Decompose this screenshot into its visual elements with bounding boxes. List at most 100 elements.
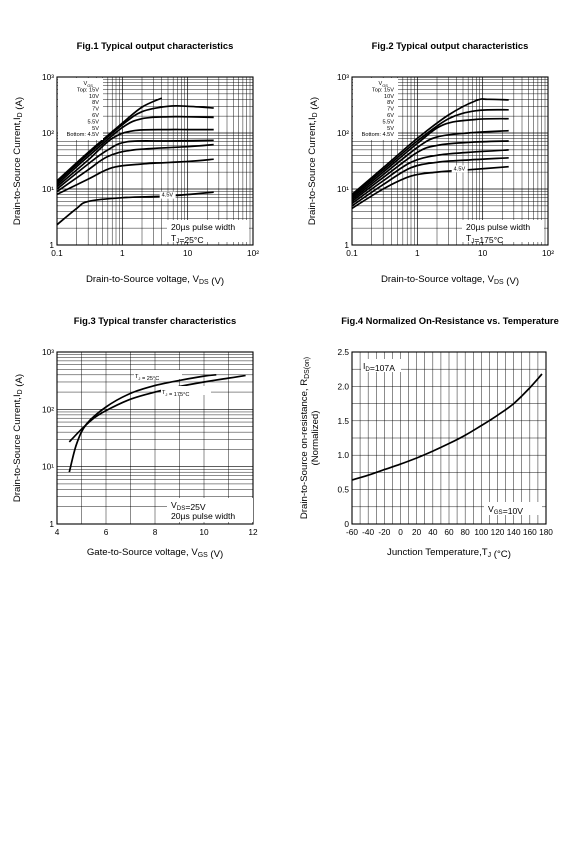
x-tick-label: 10	[183, 248, 193, 258]
plot-frame	[56, 76, 254, 246]
annotation-background	[159, 191, 176, 199]
series-line-8V	[56, 115, 214, 186]
y-tick-label: 0	[344, 519, 349, 529]
y-axis-label: Drain-to-Source on-resistance, RDS(on)	[299, 357, 311, 519]
legend-entry: 5V	[92, 126, 99, 132]
series-line-5.5V	[56, 143, 214, 193]
annotation-background	[161, 386, 211, 395]
chart-title: Fig.1 Typical output characteristics	[77, 40, 234, 51]
legend-entry: 8V	[92, 100, 99, 106]
x-tick-label: 6	[104, 527, 109, 537]
annotation-background	[462, 220, 544, 242]
y-tick-label: 1.5	[337, 416, 349, 426]
legend-header: VGS	[378, 81, 388, 88]
y-tick-label: 2.5	[337, 347, 349, 357]
legend-header: VGS	[83, 81, 93, 88]
legend-entry: 7V	[92, 107, 99, 113]
y-tick-label: 2.0	[337, 381, 349, 391]
series-line-RDSon	[351, 373, 543, 481]
legend-entry: Bottom: 4.5V	[362, 132, 395, 138]
x-tick-label: 80	[461, 527, 471, 537]
chart-title: Fig.2 Typical output characteristics	[372, 40, 529, 51]
x-tick-label: 1	[415, 248, 420, 258]
x-tick-label: 160	[523, 527, 537, 537]
x-tick-label: 60	[444, 527, 454, 537]
y-tick-label: 10³	[337, 72, 349, 82]
annotation-background	[451, 165, 468, 173]
y-tick-label: 10²	[337, 128, 349, 138]
series-line-15V	[351, 98, 509, 196]
series-line-10V	[56, 104, 214, 184]
plot-frame	[56, 351, 254, 525]
chart-title: Fig.3 Typical transfer characteristics	[74, 315, 236, 326]
x-tick-label: 10	[199, 527, 209, 537]
x-tick-label: 0.1	[346, 248, 358, 258]
x-tick-label: 20	[412, 527, 422, 537]
annotation-background	[58, 78, 103, 140]
series-line-6V	[351, 140, 509, 203]
note-pulse-width: 20µs pulse width	[466, 222, 530, 232]
y-tick-label: 10¹	[337, 184, 349, 194]
series-line-6V	[56, 139, 214, 190]
y-tick-label: 10¹	[42, 184, 54, 194]
y-axis-label: Drain-to-Source Current,ID (A)	[307, 97, 320, 225]
series-line-4.5V	[56, 191, 214, 226]
y-axis-label: Drain-to-Source Current,ID (A)	[12, 374, 25, 502]
x-tick-label: -20	[378, 527, 390, 537]
annotation-background	[361, 359, 401, 372]
plot-frame	[351, 351, 547, 525]
legend-entry: 7V	[387, 107, 394, 113]
series-line-7V	[351, 129, 509, 201]
series-line-8V	[351, 117, 509, 199]
y-tick-label: 10¹	[42, 462, 54, 472]
legend-entry: Top: 15V	[372, 87, 394, 93]
x-tick-label: 10²	[247, 248, 259, 258]
series-line-5V	[351, 156, 509, 207]
plot-frame	[351, 76, 549, 246]
x-axis-label: Junction Temperature,TJ (°C)	[387, 547, 511, 560]
series-line-TJ175C	[68, 374, 246, 443]
y-tick-label: 10³	[42, 347, 54, 357]
curve-label-25C: TJ = 25°C	[135, 374, 159, 382]
x-axis-label: Gate-to-Source voltage, VGS (V)	[87, 547, 223, 560]
series-line-15V	[56, 97, 163, 182]
x-tick-label: 40	[428, 527, 438, 537]
x-axis-label: Drain-to-Source voltage, VDS (V)	[86, 274, 224, 287]
legend-entry: 10V	[384, 94, 394, 100]
x-tick-label: 1	[120, 248, 125, 258]
x-tick-label: 12	[248, 527, 258, 537]
note-vgs: VGS=10V	[488, 504, 523, 516]
y-tick-label: 1	[344, 240, 349, 250]
x-tick-label: -60	[346, 527, 358, 537]
legend-entry: Top: 15V	[77, 87, 99, 93]
note-vds: VDS=25V	[171, 500, 206, 512]
curve-label-4.5V: 4.5V	[162, 193, 174, 199]
annotation-background	[484, 502, 542, 515]
x-tick-label: 10	[478, 248, 488, 258]
note-id: ID=107A	[363, 361, 395, 373]
x-axis-label: Drain-to-Source voltage, VDS (V)	[381, 274, 519, 287]
y-tick-label: 10²	[42, 128, 54, 138]
annotation-background	[353, 78, 398, 140]
annotation-background	[167, 220, 249, 242]
x-tick-label: 180	[539, 527, 553, 537]
y-tick-label: 10³	[42, 72, 54, 82]
x-tick-label: 0	[398, 527, 403, 537]
annotation-background	[134, 370, 182, 379]
y-tick-label: 1.0	[337, 450, 349, 460]
legend-entry: 6V	[92, 113, 99, 119]
curve-label-4.5V: 4.5V	[454, 166, 466, 172]
y-tick-label: 0.5	[337, 485, 349, 495]
x-tick-label: 8	[153, 527, 158, 537]
x-tick-label: -40	[362, 527, 374, 537]
x-tick-label: 120	[491, 527, 505, 537]
chart-4: 0 0.5 1.0 1.5 2.0 2.5 -60 -40 -20 0 20 40 60 80 100 120…	[299, 315, 559, 560]
legend-entry: 5V	[387, 126, 394, 132]
y-axis-label: Drain-to-Source Current,ID (A)	[12, 97, 25, 225]
x-tick-label: 100	[474, 527, 488, 537]
